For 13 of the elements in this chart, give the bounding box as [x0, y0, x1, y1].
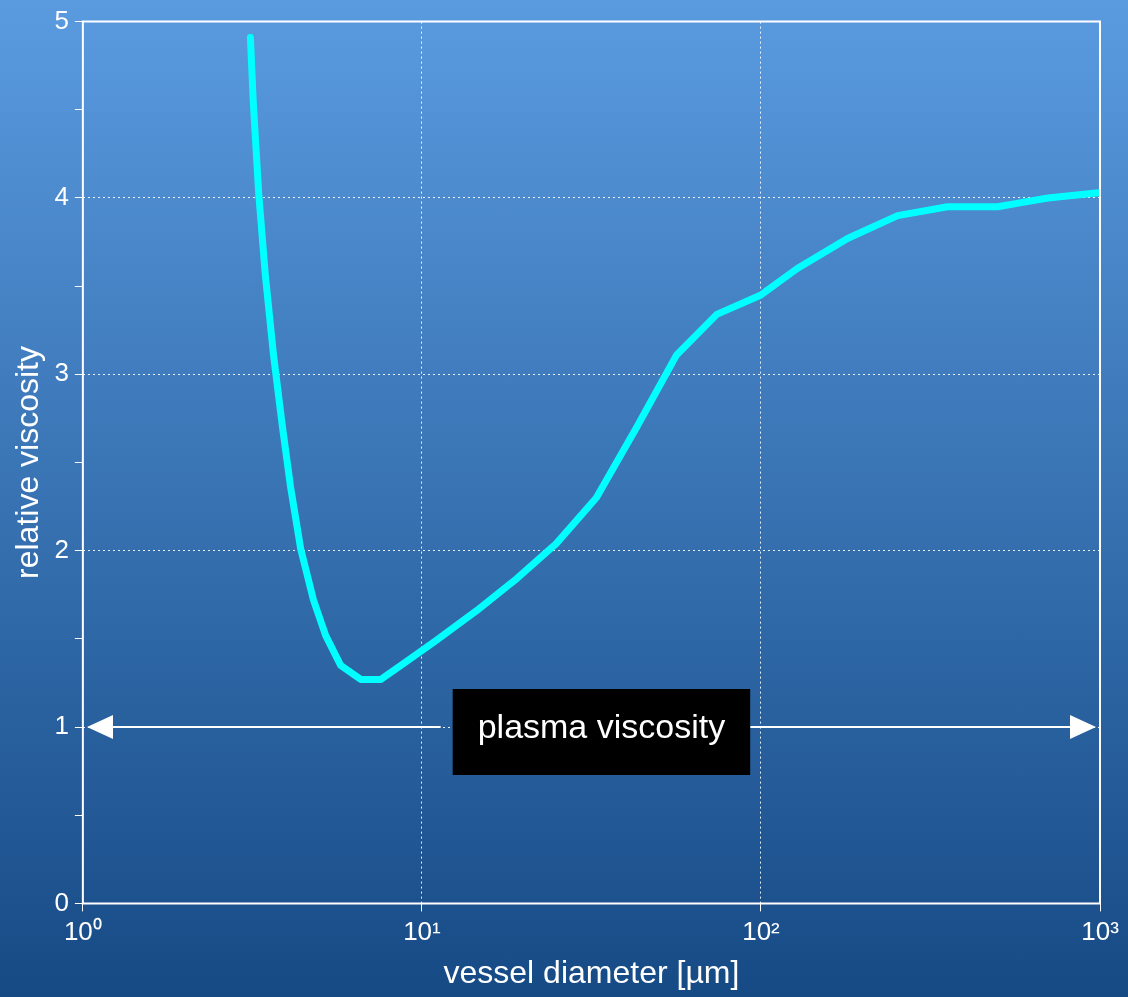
y-tick-label: 1 [54, 710, 69, 741]
x-tick-label: 10² [742, 916, 781, 947]
x-tick-label: 10¹ [403, 916, 442, 947]
y-axis-title: relative viscosity [9, 346, 46, 579]
x-tick-label: 10³ [1081, 916, 1120, 947]
x-tick-label: 10⁰ [63, 916, 102, 947]
y-tick-label: 0 [54, 886, 69, 917]
y-tick-label: 4 [54, 181, 69, 212]
x-axis-title: vessel diameter [µm] [443, 953, 740, 990]
ref-line-label: plasma viscosity [477, 707, 726, 746]
y-tick-label: 3 [54, 357, 69, 388]
y-tick-label: 2 [54, 533, 69, 564]
y-tick-label: 5 [54, 4, 69, 35]
